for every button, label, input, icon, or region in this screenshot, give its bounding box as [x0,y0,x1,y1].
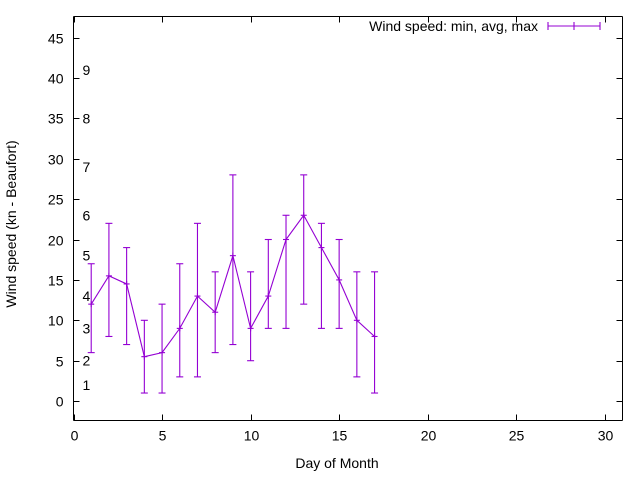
beaufort-scale-label: 3 [83,320,91,336]
legend-label: Wind speed: min, avg, max [369,18,538,34]
avg-marker [283,236,290,243]
y-tick-label: 30 [48,152,64,168]
avg-marker [176,325,183,332]
error-bar [282,214,290,329]
x-tick-label: 30 [598,428,614,444]
y-tick-label: 10 [48,313,64,329]
beaufort-scale-label: 5 [83,248,91,264]
beaufort-scale-label: 9 [83,62,91,78]
error-bar [300,174,308,305]
beaufort-scale-label: 2 [83,353,91,369]
error-bar [353,271,361,378]
avg-marker [300,212,307,219]
avg-marker [105,272,112,279]
error-bar [264,238,272,329]
avg-marker [88,301,95,308]
x-tick-label: 20 [421,428,437,444]
y-axis-title: Wind speed (kn - Beaufort) [3,140,19,307]
x-tick-label: 15 [332,428,348,444]
error-bar [335,238,343,329]
avg-marker [371,333,378,340]
avg-marker [247,325,254,332]
beaufort-scale-labels: 1 2 3 4 5 6 7 8 9 [83,62,91,393]
y-tick-label: 15 [48,273,64,289]
x-tick-label: 5 [159,428,167,444]
y-tick-label: 35 [48,111,64,127]
legend: Wind speed: min, avg, max [369,18,601,34]
x-tick-label: 25 [509,428,525,444]
avg-marker [353,317,360,324]
error-bar [123,247,131,346]
error-bar [158,303,166,394]
error-bar [317,222,325,329]
avg-marker [194,293,201,300]
plot-frame [72,15,624,422]
beaufort-scale-label: 4 [83,288,91,304]
y-tick-label: 40 [48,71,64,87]
avg-marker [265,293,272,300]
y-tick-label: 25 [48,192,64,208]
y-tick-label: 0 [56,394,64,410]
avg-marker [141,353,148,360]
y-tick-label: 45 [48,31,64,47]
avg-marker [159,349,166,356]
avg-marker [212,309,219,316]
error-bar [87,263,95,354]
avg-marker [229,252,236,259]
y-tick-label: 5 [56,354,64,370]
beaufort-scale-label: 8 [83,110,91,126]
error-bar [247,271,255,362]
avg-marker [123,280,130,287]
x-axis-title: Day of Month [295,455,378,471]
avg-marker [318,244,325,251]
x-tick-label: 0 [71,428,79,444]
legend-sample-errorbar [547,22,601,30]
beaufort-scale-label: 6 [83,207,91,223]
avg-marker [336,276,343,283]
y-tick-label: 20 [48,233,64,249]
error-bar [193,222,201,378]
beaufort-scale-label: 7 [83,159,91,175]
beaufort-scale-label: 1 [83,377,91,393]
x-axis-ticks: 0 5 10 15 20 25 30 [71,16,614,444]
data-series-windspeed [87,174,379,394]
error-bar [176,263,184,378]
error-bar [371,271,379,394]
error-bar [229,174,237,346]
error-bar [105,222,113,338]
x-tick-label: 10 [244,428,260,444]
